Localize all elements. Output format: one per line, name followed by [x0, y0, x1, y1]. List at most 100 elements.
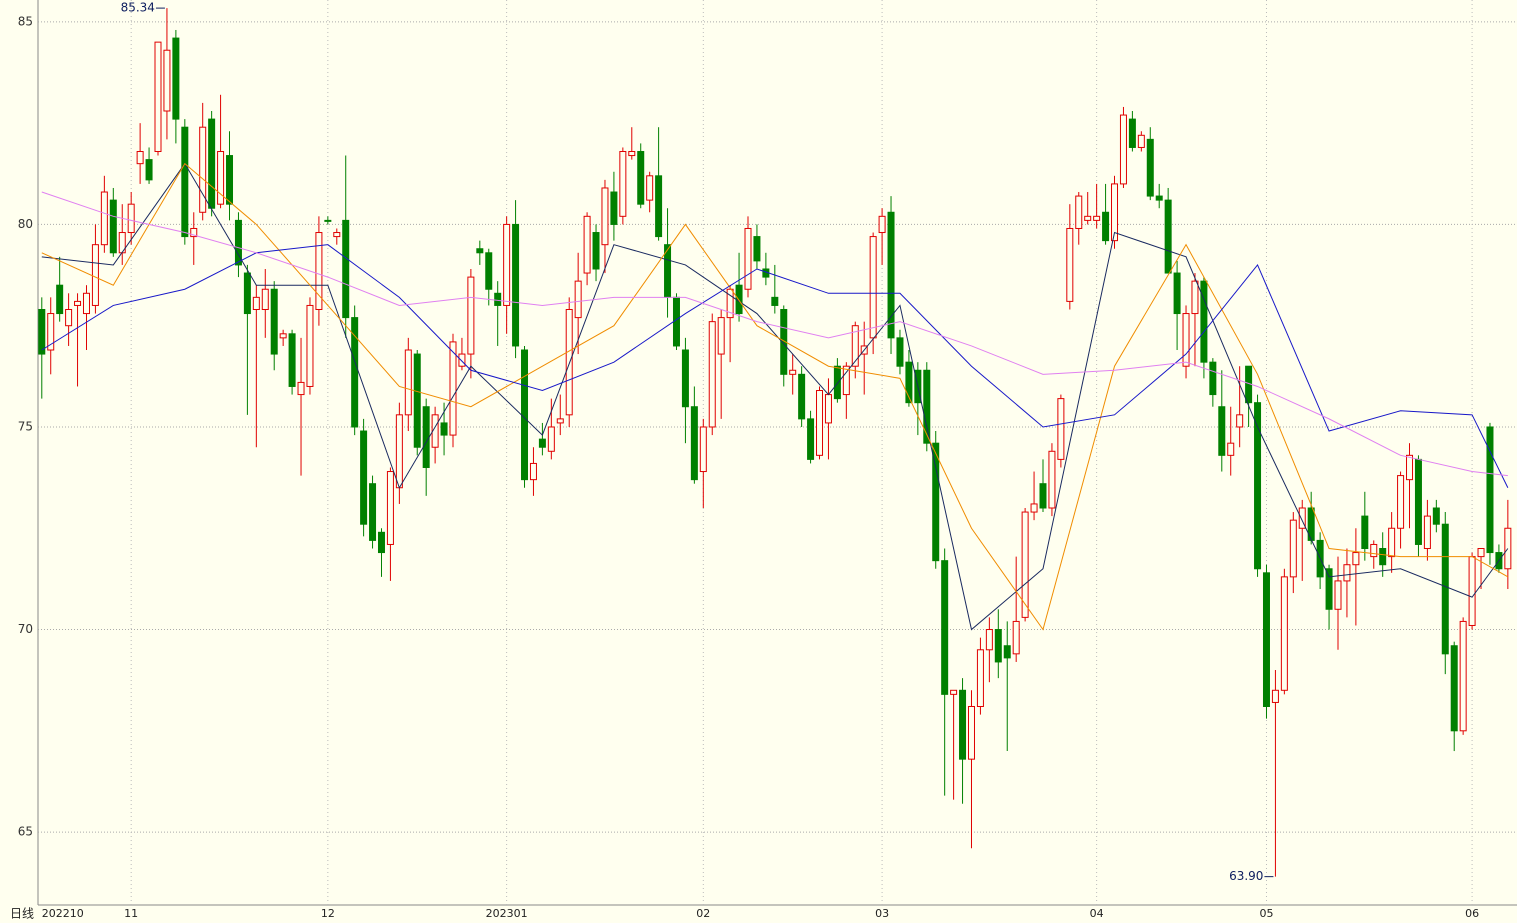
candle-body	[547, 426, 555, 452]
y-tick-label: 85	[18, 14, 33, 28]
candle-body	[38, 308, 46, 355]
candle-body	[47, 313, 55, 351]
candle-body	[869, 236, 877, 339]
candle-body	[1075, 195, 1083, 229]
candle-body	[1298, 507, 1306, 529]
candle-body	[628, 151, 636, 157]
candle-body	[458, 353, 466, 367]
high-label: 85.34	[121, 1, 155, 15]
candle-body	[306, 304, 314, 387]
candle-body	[726, 288, 734, 319]
candle-body	[333, 232, 341, 238]
candle-body	[1406, 454, 1414, 481]
candle-body	[521, 349, 529, 481]
candle-body	[297, 381, 305, 396]
candle-body	[485, 252, 493, 290]
candle-body	[422, 406, 430, 468]
candle-body	[923, 369, 931, 444]
candle-body	[252, 296, 260, 310]
candle-body	[1218, 406, 1226, 456]
candle-body	[1173, 272, 1181, 315]
x-tick-label: 11	[124, 907, 138, 920]
candle-body	[646, 175, 654, 201]
candle-body	[1003, 645, 1011, 659]
candle-body	[476, 248, 484, 254]
candle-body	[1164, 199, 1172, 274]
candle-body	[905, 361, 913, 404]
candle-body	[610, 191, 618, 225]
candle-body	[1111, 183, 1119, 242]
candle-body	[449, 341, 457, 436]
candle-body	[395, 414, 403, 489]
candle-body	[360, 430, 368, 525]
candle-body	[619, 151, 627, 217]
candle-body	[324, 219, 332, 222]
moving-average-line	[41, 244, 1509, 488]
candle-body	[887, 211, 895, 339]
candle-body	[217, 151, 225, 205]
candle-body	[601, 187, 609, 246]
candle-body	[65, 308, 73, 327]
candle-body	[243, 272, 251, 315]
candle-body	[985, 629, 993, 651]
candle-body	[878, 215, 886, 234]
candle-body	[1280, 576, 1288, 691]
candle-body	[1289, 519, 1297, 578]
candle-body	[1254, 402, 1262, 570]
candle-body	[941, 560, 949, 695]
moving-average-line	[41, 162, 1509, 631]
candle-body	[1236, 414, 1244, 428]
candle-body	[565, 308, 573, 416]
candle-body	[556, 418, 564, 424]
x-tick-label: 12	[321, 907, 335, 920]
candle-body	[717, 317, 725, 355]
candle-body	[1021, 511, 1029, 618]
candle-body	[1209, 361, 1217, 396]
candle-body	[744, 227, 752, 290]
candle-body	[1441, 523, 1449, 655]
candle-body	[1459, 620, 1467, 732]
candle-body	[1137, 134, 1145, 148]
candle-body	[807, 418, 815, 460]
candle-body	[1084, 215, 1092, 221]
candle-body	[172, 37, 180, 120]
candle-body	[976, 649, 984, 707]
candle-body	[816, 390, 824, 456]
candle-body	[896, 337, 904, 367]
candle-body	[467, 276, 475, 355]
candle-body	[932, 442, 940, 562]
candle-body	[538, 438, 546, 448]
candle-body	[959, 689, 967, 760]
candle-body	[413, 353, 421, 448]
candle-body	[431, 414, 439, 448]
candle-body	[208, 118, 216, 209]
candle-body	[100, 191, 108, 246]
candle-body	[842, 365, 850, 396]
candle-body	[163, 49, 171, 112]
candle-body	[226, 155, 234, 205]
candle-body	[1450, 645, 1458, 732]
candle-body	[1227, 442, 1235, 456]
candle-body	[824, 394, 832, 424]
candle-body	[1361, 515, 1369, 550]
candle-body	[1334, 580, 1342, 610]
candle-body	[1012, 620, 1020, 655]
candle-body	[1432, 507, 1440, 525]
candle-body	[440, 422, 448, 436]
candle-body	[1352, 552, 1360, 566]
candle-body	[1200, 280, 1208, 363]
candle-body	[798, 373, 806, 420]
candle-body	[780, 308, 788, 375]
candle-body	[771, 296, 779, 306]
y-tick-label: 80	[18, 217, 33, 231]
candle-body	[1048, 450, 1056, 509]
candle-body	[377, 531, 385, 554]
candle-body	[1486, 426, 1494, 554]
candle-body	[279, 333, 287, 339]
candle-body	[1119, 114, 1127, 185]
candle-body	[851, 325, 859, 367]
x-tick-label: 05	[1259, 907, 1273, 920]
candle-body	[127, 203, 135, 234]
candle-body	[1155, 195, 1163, 201]
candle-body	[386, 471, 394, 545]
